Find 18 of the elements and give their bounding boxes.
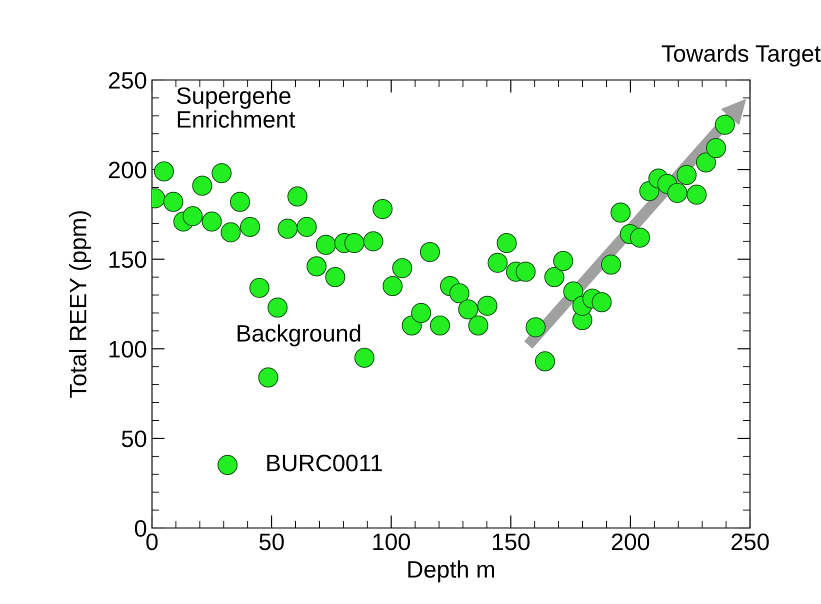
text: Towards Target [662, 44, 821, 67]
x-tick-label: 200 [612, 533, 650, 550]
y-tick-label: 100 [110, 340, 146, 358]
y-axis-title: Total REEY (ppm) [69, 211, 92, 398]
y-tick-label: 150 [110, 251, 146, 268]
y-tick-label: 0 [134, 520, 146, 537]
x-tick-label: 50 [259, 533, 284, 550]
x-tick-label: 150 [492, 533, 530, 550]
annotation: Supergene Enrichment [176, 87, 296, 128]
y-tick-label: 200 [108, 162, 146, 178]
x-tick-label: 0 [146, 533, 158, 550]
annotation: Background [238, 324, 360, 346]
legend-label: BURC0011 [267, 454, 382, 472]
x-tick-label: 100 [373, 533, 410, 550]
x-axis-title: Depth m [408, 560, 494, 582]
y-tick-label: 250 [108, 72, 146, 89]
y-tick-label: 50 [122, 430, 146, 448]
x-tick-label: 250 [731, 533, 769, 550]
